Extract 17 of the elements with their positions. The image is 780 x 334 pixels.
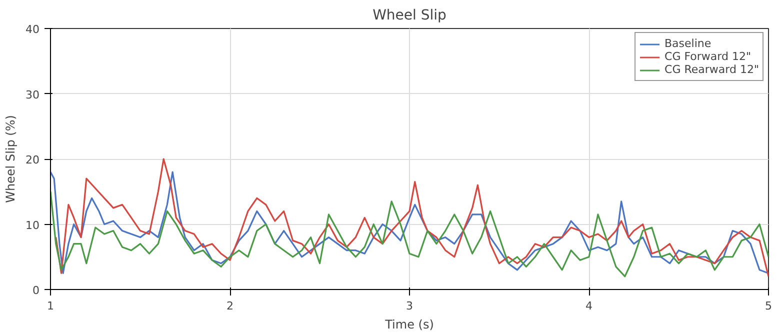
y-tick-label: 30 xyxy=(26,88,40,102)
y-tick-label: 20 xyxy=(26,154,40,166)
legend-label: CG Forward 12" xyxy=(664,50,752,63)
x-tick-label: 3 xyxy=(406,300,413,312)
y-tick-label: 10 xyxy=(26,218,40,232)
y-tick-label: 0 xyxy=(32,284,40,297)
line-series xyxy=(50,190,768,278)
legend-label: CG Rearward 12" xyxy=(664,63,759,76)
x-tick-label: 2 xyxy=(226,300,234,312)
x-tick-label: 5 xyxy=(765,300,772,312)
chart-title: Wheel Slip xyxy=(372,8,447,24)
x-axis-title: Time (s) xyxy=(384,318,434,332)
x-tick-label: 1 xyxy=(47,300,54,312)
y-tick-label: 40 xyxy=(26,23,40,36)
x-tick-label: 4 xyxy=(586,300,592,312)
legend-label: Baseline xyxy=(664,37,712,50)
y-axis-title: Wheel Slip (%) xyxy=(4,115,18,203)
